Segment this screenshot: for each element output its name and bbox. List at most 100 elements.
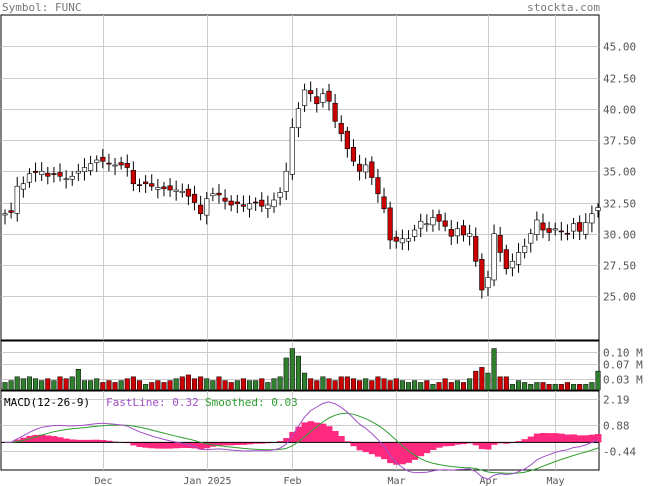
volume-bar [228, 382, 234, 391]
macd-histogram-bar [491, 442, 498, 445]
volume-bar [57, 376, 63, 391]
candle-body [589, 213, 595, 224]
macd-histogram-bar [527, 436, 535, 443]
macd-histogram-bar [105, 440, 113, 443]
candle-body [424, 223, 430, 226]
candle-body [564, 232, 571, 235]
macd-histogram-bar [142, 442, 150, 448]
volume-bar [88, 380, 94, 391]
volume-bar [185, 374, 191, 391]
macd-histogram-bar [454, 442, 461, 445]
candle-body [583, 222, 589, 235]
volume-bar [204, 378, 210, 391]
volume-bar [344, 376, 350, 391]
macd-histogram-bar [484, 442, 492, 450]
volume-bar [571, 384, 577, 391]
volume-bar [69, 376, 75, 391]
volume-bar [253, 380, 259, 391]
candle-body [522, 245, 528, 253]
candle-body [8, 210, 14, 213]
macd-histogram-bar [136, 442, 143, 447]
volume-bar [485, 372, 491, 391]
y-tick-label: 25.00 [603, 291, 636, 304]
candle-body [332, 102, 338, 122]
volume-bar [20, 378, 26, 391]
volume-bar [265, 382, 271, 391]
volume-bar [589, 382, 595, 391]
macd-histogram-bar [521, 439, 529, 443]
macd-histogram-bar [417, 442, 425, 457]
volume-bar [405, 382, 412, 391]
macd-histogram-bar [399, 442, 406, 465]
candle-body [479, 259, 485, 291]
volume-bar [130, 376, 136, 391]
macd-histogram-bar [14, 439, 21, 443]
candle-body [87, 163, 94, 171]
macd-histogram-bar [576, 435, 584, 443]
macd-histogram-bar [99, 440, 107, 443]
candle-body [485, 277, 491, 289]
volume-bar [479, 367, 485, 391]
candle-body [161, 186, 167, 190]
volume-tick-label: 0.03 M [603, 374, 643, 387]
volume-bar [497, 376, 503, 391]
volume-bar [100, 382, 106, 391]
candle-body [442, 220, 448, 227]
candle-body [540, 222, 546, 231]
candle-body [155, 187, 161, 190]
candle-body [143, 181, 149, 185]
macd-histogram-bar [411, 442, 419, 460]
macd-histogram-bar [460, 442, 467, 445]
candle-body [430, 217, 436, 226]
volume-bar [179, 376, 185, 391]
candle-body [405, 238, 412, 242]
volume-bar [222, 380, 228, 391]
volume-bar [552, 384, 558, 391]
volume-bar [277, 376, 283, 391]
volume-bar [350, 378, 357, 391]
macd-histogram-bar [368, 442, 376, 455]
volume-bar [167, 380, 173, 391]
candle-body [45, 172, 51, 177]
macd-histogram-bar [564, 434, 571, 443]
macd-histogram-bar [173, 442, 180, 449]
volume-bar [418, 382, 424, 391]
candle-body [191, 193, 198, 203]
candle-body [320, 93, 326, 103]
macd-histogram-bar [546, 433, 553, 443]
volume-bar [357, 380, 363, 391]
candle-body [94, 159, 100, 163]
macd-histogram-bar [50, 436, 58, 443]
macd-smoothed-line [4, 412, 599, 474]
candle-body [39, 170, 45, 175]
volume-bar [430, 384, 436, 391]
macd-histogram-bar [32, 434, 40, 443]
candle-body [295, 108, 302, 129]
macd-tick-label: 0.88 [603, 420, 630, 433]
macd-histogram-bar [283, 438, 290, 443]
macd-histogram-bar [472, 442, 480, 446]
macd-histogram-bar [374, 442, 382, 457]
candle-body [326, 90, 332, 102]
volume-bar [491, 348, 497, 391]
macd-histogram-bar [558, 433, 565, 443]
macd-histogram-bar [570, 434, 578, 443]
macd-histogram-bar [429, 442, 437, 450]
candle-body [460, 225, 467, 236]
volume-bar [375, 376, 381, 391]
candle-body [222, 197, 228, 202]
volume-bar [442, 378, 448, 391]
volume-bar [540, 382, 546, 391]
macd-histogram-bar [344, 441, 351, 443]
macd-histogram-bar [350, 442, 357, 447]
candle-body [381, 196, 387, 210]
y-tick-label: 42.50 [603, 73, 636, 86]
y-tick-label: 27.50 [603, 260, 636, 273]
volume-bar [124, 378, 130, 391]
volume-bar [522, 382, 528, 391]
volume-bar [155, 380, 161, 391]
macd-histogram-bar [148, 442, 156, 449]
volume-bar [473, 370, 479, 391]
candle-body [106, 162, 112, 165]
